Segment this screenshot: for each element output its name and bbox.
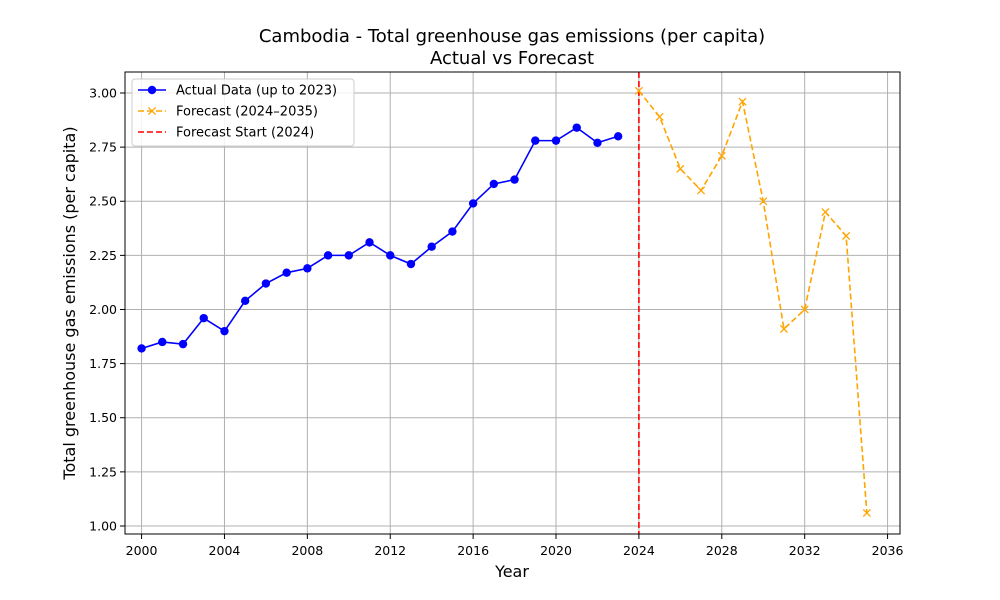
forecast-data-point bbox=[862, 508, 871, 518]
forecast-data-point bbox=[759, 197, 768, 206]
forecast-series-line bbox=[638, 90, 868, 514]
forecast-marker-stroke bbox=[676, 164, 685, 173]
x-tick-label: 2012 bbox=[374, 543, 406, 558]
y-tick-label: 1.75 bbox=[89, 356, 117, 371]
forecast-data-point bbox=[655, 112, 664, 121]
forecast-data-point bbox=[800, 305, 809, 314]
x-tick-label: 2032 bbox=[789, 543, 821, 558]
forecast-data-point bbox=[634, 86, 643, 95]
y-tick-label: 2.50 bbox=[89, 194, 117, 209]
forecast-marker-stroke bbox=[800, 305, 809, 314]
x-tick-label: 2028 bbox=[706, 543, 738, 558]
forecast-data-point bbox=[717, 151, 726, 160]
legend-item-forecast: Forecast (2024–2035) bbox=[138, 105, 318, 120]
forecast-marker-stroke bbox=[738, 97, 747, 106]
legend-label: Actual Data (up to 2023) bbox=[176, 84, 337, 99]
forecast-marker-stroke bbox=[717, 151, 726, 160]
actual-data-point bbox=[531, 136, 540, 145]
actual-data-point bbox=[303, 264, 312, 273]
actual-data-point bbox=[323, 251, 333, 260]
actual-data-point bbox=[137, 344, 146, 353]
legend-box bbox=[131, 78, 355, 147]
actual-data-point bbox=[593, 138, 602, 147]
plot-frame bbox=[124, 71, 901, 535]
actual-data-point bbox=[386, 251, 395, 260]
x-tick-label: 2016 bbox=[457, 543, 489, 558]
y-tick-label: 3.00 bbox=[89, 86, 117, 101]
actual-data-point bbox=[199, 313, 208, 323]
x-tick-label: 2000 bbox=[126, 543, 158, 558]
x-tick-label: 2036 bbox=[872, 543, 904, 558]
series-layer bbox=[137, 86, 871, 518]
x-tick-label: 2024 bbox=[623, 543, 655, 558]
y-axis-label: Total greenhouse gas emissions (per capi… bbox=[60, 126, 79, 480]
forecast-marker-stroke bbox=[862, 508, 871, 518]
forecast-marker-stroke bbox=[779, 324, 789, 334]
actual-data-point bbox=[427, 242, 436, 251]
forecast-marker-stroke bbox=[759, 197, 768, 206]
forecast-marker-stroke bbox=[634, 86, 643, 95]
actual-data-point bbox=[510, 175, 519, 184]
forecast-data-point bbox=[676, 164, 685, 173]
legend-swatch-marker bbox=[147, 85, 157, 95]
actual-data-point bbox=[240, 296, 250, 306]
legend: Actual Data (up to 2023) Forecast (2024–2… bbox=[131, 78, 355, 147]
actual-data-point bbox=[613, 132, 623, 141]
y-tick-label: 2.75 bbox=[89, 140, 117, 155]
forecast-marker-stroke bbox=[655, 112, 664, 121]
legend-item-actual: Actual Data (up to 2023) bbox=[138, 84, 337, 99]
y-tick-label: 1.25 bbox=[89, 464, 117, 479]
forecast-data-point bbox=[697, 186, 706, 195]
actual-data-point bbox=[551, 136, 561, 145]
forecast-data-point bbox=[738, 97, 747, 106]
actual-data-point bbox=[261, 279, 271, 288]
y-tick-label: 1.50 bbox=[89, 410, 117, 425]
actual-data-point bbox=[365, 238, 374, 247]
actual-series-line bbox=[141, 126, 619, 350]
forecast-marker-stroke bbox=[821, 208, 830, 217]
legend-swatch-marker bbox=[147, 106, 157, 116]
chart-title: Cambodia - Total greenhouse gas emission… bbox=[259, 26, 765, 47]
actual-data-point bbox=[282, 268, 291, 277]
actual-data-point bbox=[406, 259, 416, 269]
actual-data-point bbox=[489, 179, 499, 189]
actual-data-point bbox=[468, 199, 478, 208]
forecast-data-point bbox=[779, 324, 789, 334]
actual-data-point bbox=[220, 326, 229, 336]
y-tick-label: 2.00 bbox=[89, 302, 117, 317]
x-tick-label: 2004 bbox=[209, 543, 241, 558]
legend-label: Forecast Start (2024) bbox=[176, 126, 314, 141]
forecast-data-point bbox=[821, 208, 830, 217]
legend-label: Forecast (2024–2035) bbox=[176, 105, 318, 120]
grid bbox=[125, 72, 900, 534]
legend-item-forecast-start: Forecast Start (2024) bbox=[138, 126, 314, 141]
x-tick-label: 2008 bbox=[291, 543, 323, 558]
forecast-data-point bbox=[842, 231, 851, 240]
actual-data-point bbox=[344, 251, 353, 260]
actual-data-point bbox=[158, 337, 167, 347]
actual-data-point bbox=[448, 227, 457, 236]
actual-data-point bbox=[572, 123, 581, 132]
y-tick-label: 2.25 bbox=[89, 248, 117, 263]
x-axis: 2000 2004 2008 2012 2016 2020 2024 2028 2032 2036 bbox=[126, 534, 904, 558]
forecast-marker-stroke bbox=[842, 231, 851, 240]
forecast-marker-stroke bbox=[697, 186, 706, 195]
y-tick-label: 1.00 bbox=[89, 518, 117, 533]
actual-data-point bbox=[178, 339, 188, 349]
x-axis-label: Year bbox=[494, 562, 529, 581]
y-axis: 1.00 1.25 1.50 1.75 2.00 2.25 2.50 2.75 3.00 bbox=[89, 86, 125, 533]
chart-subtitle: Actual vs Forecast bbox=[430, 48, 594, 69]
x-tick-label: 2020 bbox=[540, 543, 572, 558]
